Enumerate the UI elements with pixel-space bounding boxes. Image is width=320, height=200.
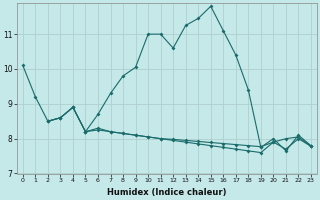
X-axis label: Humidex (Indice chaleur): Humidex (Indice chaleur) [107,188,227,197]
